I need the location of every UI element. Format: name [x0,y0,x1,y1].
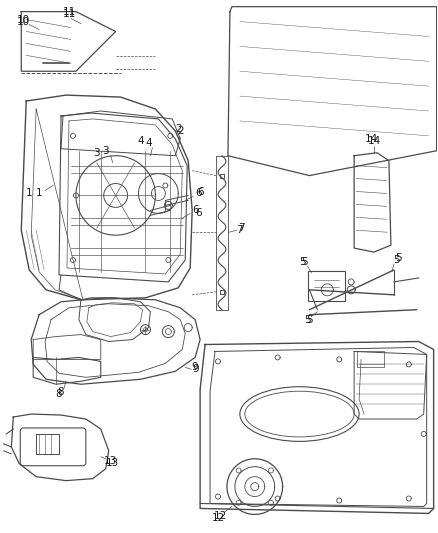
Text: 10: 10 [17,17,30,27]
Text: 1: 1 [36,189,42,198]
Text: 4: 4 [145,138,152,148]
Text: 5: 5 [396,253,402,263]
Text: 6: 6 [195,189,201,198]
Text: 3: 3 [93,148,100,158]
Text: 6: 6 [197,188,203,197]
Text: 6: 6 [192,205,198,215]
Text: 12: 12 [212,513,225,523]
Text: 9: 9 [193,365,199,374]
Text: 5: 5 [306,314,313,325]
Text: 7: 7 [237,225,243,235]
Text: 8: 8 [58,387,64,397]
Text: 14: 14 [367,136,381,146]
Text: 13: 13 [106,458,119,468]
Text: 2: 2 [177,126,184,136]
Text: 6: 6 [195,208,201,219]
Text: 5: 5 [304,314,311,325]
Text: 5: 5 [301,257,308,267]
Text: 11: 11 [62,6,76,17]
Text: 3: 3 [102,146,109,156]
Text: 1: 1 [26,189,32,198]
Text: 9: 9 [192,362,198,373]
Text: 13: 13 [104,456,117,466]
Text: 12: 12 [213,511,226,521]
Text: 10: 10 [17,14,30,25]
Text: 8: 8 [56,389,62,399]
Text: 5: 5 [299,257,306,267]
Text: 2: 2 [175,124,182,134]
Text: 7: 7 [239,223,245,233]
Text: 4: 4 [137,136,144,146]
Text: 11: 11 [62,9,76,19]
Text: 14: 14 [364,134,378,144]
Text: 5: 5 [394,255,400,265]
